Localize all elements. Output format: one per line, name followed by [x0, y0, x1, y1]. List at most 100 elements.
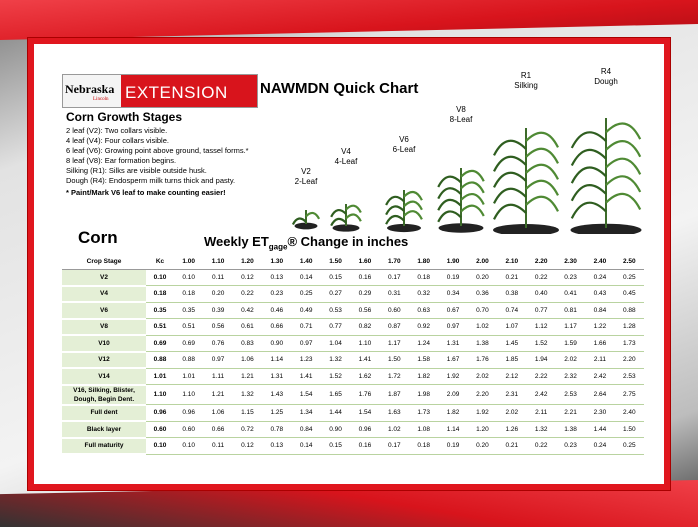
- leaf: [346, 214, 361, 221]
- kc-cell: 0.60: [146, 421, 174, 438]
- value-cell: 1.21: [233, 368, 262, 385]
- value-cell: 0.39: [203, 302, 232, 319]
- column-header: 1.00: [174, 254, 203, 270]
- plant-label: Silking: [514, 81, 538, 90]
- value-cell: 0.23: [556, 270, 585, 286]
- value-cell: 0.22: [527, 438, 556, 455]
- value-cell: 0.67: [438, 302, 467, 319]
- leaf: [526, 149, 558, 164]
- page: NebraskaLincoln EXTENSION NAWMDN Quick C…: [0, 0, 698, 527]
- value-cell: 0.43: [585, 286, 614, 303]
- leaf: [526, 165, 558, 180]
- value-cell: 0.56: [350, 302, 379, 319]
- table-row: V16, Silking, Blister, Dough, Begin Dent…: [62, 385, 644, 405]
- table-row: V80.510.510.560.610.660.710.770.820.870.…: [62, 319, 644, 336]
- table-row: Full maturity0.100.100.110.120.130.140.1…: [62, 438, 644, 455]
- stage-cell: V2: [62, 270, 146, 286]
- value-cell: 1.52: [527, 335, 556, 352]
- value-cell: 0.15: [321, 438, 350, 455]
- leaf: [404, 211, 422, 219]
- value-cell: 0.14: [292, 438, 321, 455]
- table-subtitle: Weekly ETgage® Change in inches: [204, 234, 408, 252]
- plant: [571, 118, 642, 234]
- column-header: 1.40: [292, 254, 321, 270]
- value-cell: 1.28: [615, 319, 644, 336]
- value-cell: 0.97: [203, 352, 232, 369]
- kc-cell: 0.18: [146, 286, 174, 303]
- value-cell: 2.75: [615, 385, 644, 405]
- value-cell: 0.12: [233, 270, 262, 286]
- value-cell: 1.82: [438, 405, 467, 422]
- column-header: 2.50: [615, 254, 644, 270]
- plant-stage: R1: [521, 71, 532, 80]
- column-header: 2.20: [527, 254, 556, 270]
- table-row: V20.100.100.110.120.130.140.150.160.170.…: [62, 270, 644, 286]
- plant-stage: R4: [601, 67, 612, 76]
- value-cell: 0.61: [233, 319, 262, 336]
- value-cell: 1.38: [556, 421, 585, 438]
- decor-top: [0, 0, 698, 40]
- value-cell: 0.12: [233, 438, 262, 455]
- value-cell: 2.20: [468, 385, 497, 405]
- value-cell: 1.32: [527, 421, 556, 438]
- leaf: [606, 141, 640, 157]
- value-cell: 0.22: [527, 270, 556, 286]
- plant-label: 8-Leaf: [450, 115, 473, 124]
- value-cell: 0.15: [321, 270, 350, 286]
- subtitle-pre: Weekly ET: [204, 234, 269, 249]
- leaf: [572, 185, 606, 201]
- value-cell: 0.88: [615, 302, 644, 319]
- value-cell: 0.63: [409, 302, 438, 319]
- value-cell: 1.67: [438, 352, 467, 369]
- value-cell: 0.27: [321, 286, 350, 303]
- value-cell: 0.96: [174, 405, 203, 422]
- table-title: Corn: [78, 228, 118, 248]
- value-cell: 2.11: [585, 352, 614, 369]
- column-header: 2.00: [468, 254, 497, 270]
- value-cell: 0.66: [262, 319, 291, 336]
- value-cell: 0.40: [527, 286, 556, 303]
- plant: [386, 190, 422, 232]
- value-cell: 0.83: [233, 335, 262, 352]
- column-header: 2.10: [497, 254, 526, 270]
- value-cell: 0.45: [615, 286, 644, 303]
- table-row: V40.180.180.200.220.230.250.270.290.310.…: [62, 286, 644, 303]
- kc-cell: 0.10: [146, 438, 174, 455]
- value-cell: 0.87: [380, 319, 409, 336]
- stage-cell: V12: [62, 352, 146, 369]
- value-cell: 1.04: [321, 335, 350, 352]
- value-cell: 2.64: [585, 385, 614, 405]
- value-cell: 0.10: [174, 438, 203, 455]
- kc-cell: 1.10: [146, 385, 174, 405]
- value-cell: 0.84: [585, 302, 614, 319]
- value-cell: 2.32: [556, 368, 585, 385]
- value-cell: 1.14: [262, 352, 291, 369]
- value-cell: 2.21: [556, 405, 585, 422]
- value-cell: 0.13: [262, 438, 291, 455]
- value-cell: 1.52: [321, 368, 350, 385]
- leaf: [438, 211, 461, 221]
- leaf: [572, 132, 606, 148]
- value-cell: 2.02: [468, 368, 497, 385]
- value-cell: 0.23: [262, 286, 291, 303]
- value-cell: 1.41: [292, 368, 321, 385]
- value-cell: 0.18: [174, 286, 203, 303]
- value-cell: 1.92: [468, 405, 497, 422]
- value-cell: 0.78: [262, 421, 291, 438]
- kc-cell: 0.10: [146, 270, 174, 286]
- column-header: 1.10: [203, 254, 232, 270]
- column-header: 1.90: [438, 254, 467, 270]
- value-cell: 0.96: [350, 421, 379, 438]
- value-cell: 2.12: [497, 368, 526, 385]
- value-cell: 0.25: [615, 438, 644, 455]
- value-cell: 1.87: [380, 385, 409, 405]
- value-cell: 0.24: [585, 438, 614, 455]
- value-cell: 0.11: [203, 438, 232, 455]
- value-cell: 0.97: [438, 319, 467, 336]
- value-cell: 0.60: [380, 302, 409, 319]
- value-cell: 1.38: [468, 335, 497, 352]
- value-cell: 0.84: [292, 421, 321, 438]
- value-cell: 0.20: [203, 286, 232, 303]
